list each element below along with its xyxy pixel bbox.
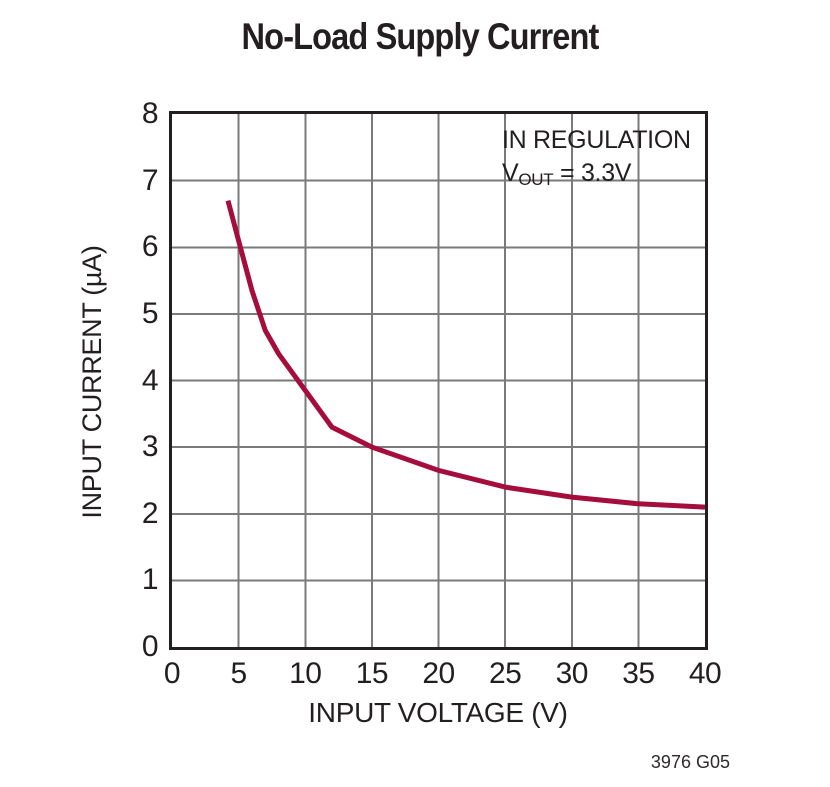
vout-subscript: OUT (518, 170, 554, 189)
y-tick-label: 7 (141, 163, 159, 197)
x-tick-label: 40 (688, 657, 722, 690)
y-tick-label: 0 (141, 630, 159, 663)
x-tick-label: 30 (555, 657, 589, 690)
y-tick-label: 3 (141, 430, 159, 464)
x-tick-label: 0 (163, 657, 181, 690)
vout-value: = 3.3V (553, 159, 632, 187)
chart-title: No-Load Supply Current (241, 16, 600, 57)
x-tick-label: 35 (622, 657, 655, 690)
x-tick-label: 10 (289, 657, 322, 690)
y-tick-label: 8 (141, 97, 159, 130)
plot-canvas (172, 114, 705, 647)
annotation-line1: IN REGULATION (502, 126, 691, 154)
vout-symbol: V (502, 159, 519, 187)
y-tick-label: 6 (141, 230, 159, 264)
x-tick-label: 25 (488, 657, 522, 690)
plot-annotation: IN REGULATION VOUT = 3.3V (502, 124, 691, 190)
x-tick-label: 20 (422, 657, 455, 690)
supply-current-curve (225, 199, 705, 510)
y-tick-label: 4 (141, 363, 159, 397)
x-tick-label: 5 (230, 657, 248, 690)
plot-area: IN REGULATION VOUT = 3.3V (169, 111, 708, 650)
annotation-line2: VOUT = 3.3V (502, 157, 691, 190)
y-tick-label: 5 (141, 296, 159, 330)
y-tick-label: 1 (141, 563, 159, 597)
figure-caption: 3976 G05 (650, 752, 730, 772)
x-tick-label: 15 (355, 657, 389, 690)
x-axis-label: INPUT VOLTAGE (V) (308, 697, 568, 728)
y-tick-label: 2 (141, 496, 159, 530)
